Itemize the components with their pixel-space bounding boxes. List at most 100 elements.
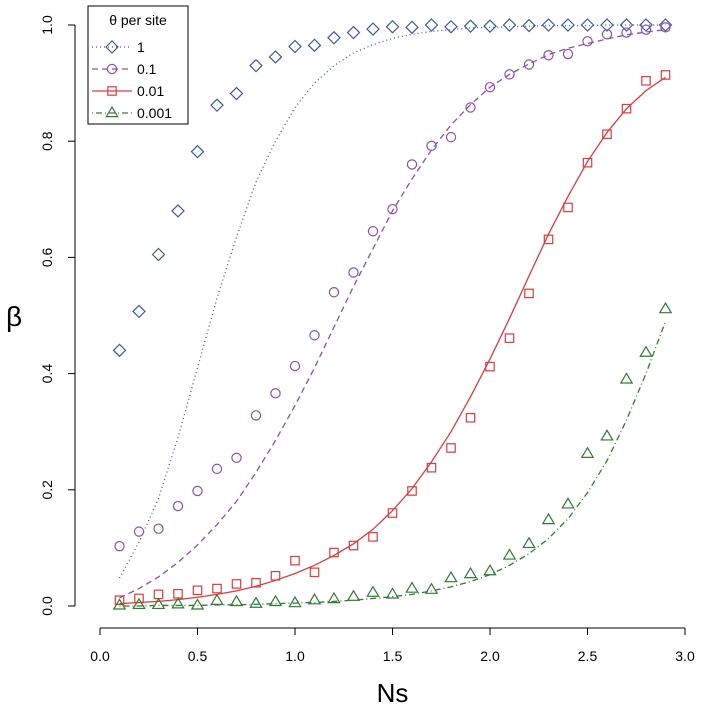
- point-series-3: [366, 585, 380, 597]
- point-series-0: [151, 247, 166, 262]
- point-series-0: [385, 19, 400, 34]
- point-series-2: [524, 288, 534, 299]
- y-tick-label: 0.4: [39, 364, 55, 384]
- point-series-0: [541, 18, 556, 32]
- point-series-3: [561, 497, 575, 509]
- fitted-curves: [118, 24, 667, 607]
- point-series-2: [485, 361, 495, 372]
- legend-label-3: 0.001: [137, 105, 172, 121]
- point-series-0: [424, 18, 439, 32]
- point-series-2: [212, 583, 222, 594]
- point-series-0: [405, 20, 419, 35]
- point-series-1: [387, 203, 398, 215]
- point-series-2: [134, 593, 144, 604]
- point-series-2: [465, 412, 476, 423]
- point-series-1: [504, 69, 515, 80]
- point-series-3: [132, 597, 146, 610]
- point-series-0: [444, 19, 458, 34]
- point-series-3: [541, 512, 556, 525]
- point-series-0: [346, 25, 361, 40]
- point-series-2: [660, 70, 671, 80]
- point-series-0: [561, 18, 575, 32]
- x-tick-label: 1.5: [383, 648, 403, 664]
- x-tick-label: 0.5: [188, 648, 208, 664]
- point-series-3: [112, 598, 127, 610]
- point-series-0: [483, 19, 497, 34]
- point-series-1: [601, 29, 613, 40]
- point-series-3: [444, 570, 458, 583]
- point-series-0: [366, 22, 380, 36]
- point-series-0: [639, 18, 653, 32]
- curve-series-3: [119, 321, 667, 607]
- point-series-2: [641, 75, 651, 86]
- point-series-3: [346, 589, 361, 601]
- point-series-0: [307, 38, 322, 53]
- legend-label-2: 0.01: [137, 83, 164, 99]
- point-series-2: [329, 547, 339, 558]
- legend-marker-1: [106, 63, 118, 75]
- x-tick-label: 0.0: [90, 648, 110, 664]
- point-series-2: [251, 577, 261, 588]
- point-series-3: [327, 591, 341, 604]
- point-series-1: [523, 59, 535, 70]
- point-series-0: [190, 144, 205, 159]
- legend: θ per site 1 0.1 0.01 0.001: [87, 5, 189, 125]
- point-series-0: [132, 304, 146, 319]
- point-series-1: [426, 140, 437, 152]
- legend-title: θ per site: [109, 12, 167, 28]
- point-series-3: [658, 301, 673, 314]
- point-series-1: [231, 452, 242, 464]
- x-tick-label: 1.0: [285, 648, 305, 664]
- x-tick-label: 3.0: [675, 648, 695, 664]
- point-series-3: [463, 566, 478, 579]
- point-series-1: [484, 81, 496, 93]
- point-series-2: [446, 443, 456, 453]
- point-series-0: [502, 18, 517, 32]
- point-series-3: [307, 593, 322, 605]
- y-tick-label: 0.0: [39, 596, 55, 616]
- legend-marker-3: [105, 105, 119, 118]
- point-series-3: [619, 372, 634, 384]
- point-series-3: [249, 596, 263, 608]
- point-series-2: [114, 595, 125, 605]
- point-series-2: [231, 579, 242, 589]
- point-series-1: [562, 48, 574, 60]
- x-axis-title: Ns: [377, 678, 409, 708]
- point-series-2: [192, 585, 203, 596]
- point-series-2: [387, 508, 398, 518]
- point-series-3: [190, 598, 205, 610]
- point-series-1: [543, 50, 554, 61]
- point-series-1: [133, 526, 145, 537]
- point-series-3: [639, 345, 653, 357]
- point-series-2: [153, 589, 164, 600]
- point-series-1: [250, 410, 262, 421]
- point-series-0: [658, 18, 673, 32]
- point-series-1: [621, 27, 632, 38]
- legend-items: 1 0.1 0.01 0.001: [92, 39, 172, 121]
- point-series-2: [173, 588, 183, 599]
- point-series-0: [249, 58, 263, 73]
- point-series-1: [660, 22, 671, 33]
- y-tick-label: 0.8: [39, 131, 55, 151]
- point-series-3: [385, 587, 400, 599]
- point-series-1: [640, 24, 652, 35]
- y-axis-ticks: 0.0 0.2 0.4 0.6 0.8 1.0: [39, 15, 75, 616]
- point-series-3: [580, 446, 595, 458]
- curve-series-0: [118, 24, 666, 579]
- point-series-2: [407, 486, 417, 496]
- point-series-1: [582, 36, 593, 47]
- axes: 0.0 0.5 1.0 1.5 2.0 2.5 3.0 0.0 0.2 0.4 0.6 0.8 1.0…: [6, 15, 695, 708]
- legend-box: [87, 5, 189, 125]
- x-tick-label: 2.0: [480, 648, 500, 664]
- point-series-0: [327, 30, 341, 45]
- point-series-0: [288, 39, 302, 54]
- point-series-3: [210, 593, 224, 605]
- point-series-1: [445, 131, 457, 143]
- point-series-0: [619, 18, 634, 32]
- point-series-0: [210, 98, 224, 113]
- point-series-3: [171, 597, 185, 609]
- point-series-1: [172, 500, 184, 512]
- point-series-0: [112, 343, 127, 358]
- legend-label-0: 1: [137, 39, 145, 55]
